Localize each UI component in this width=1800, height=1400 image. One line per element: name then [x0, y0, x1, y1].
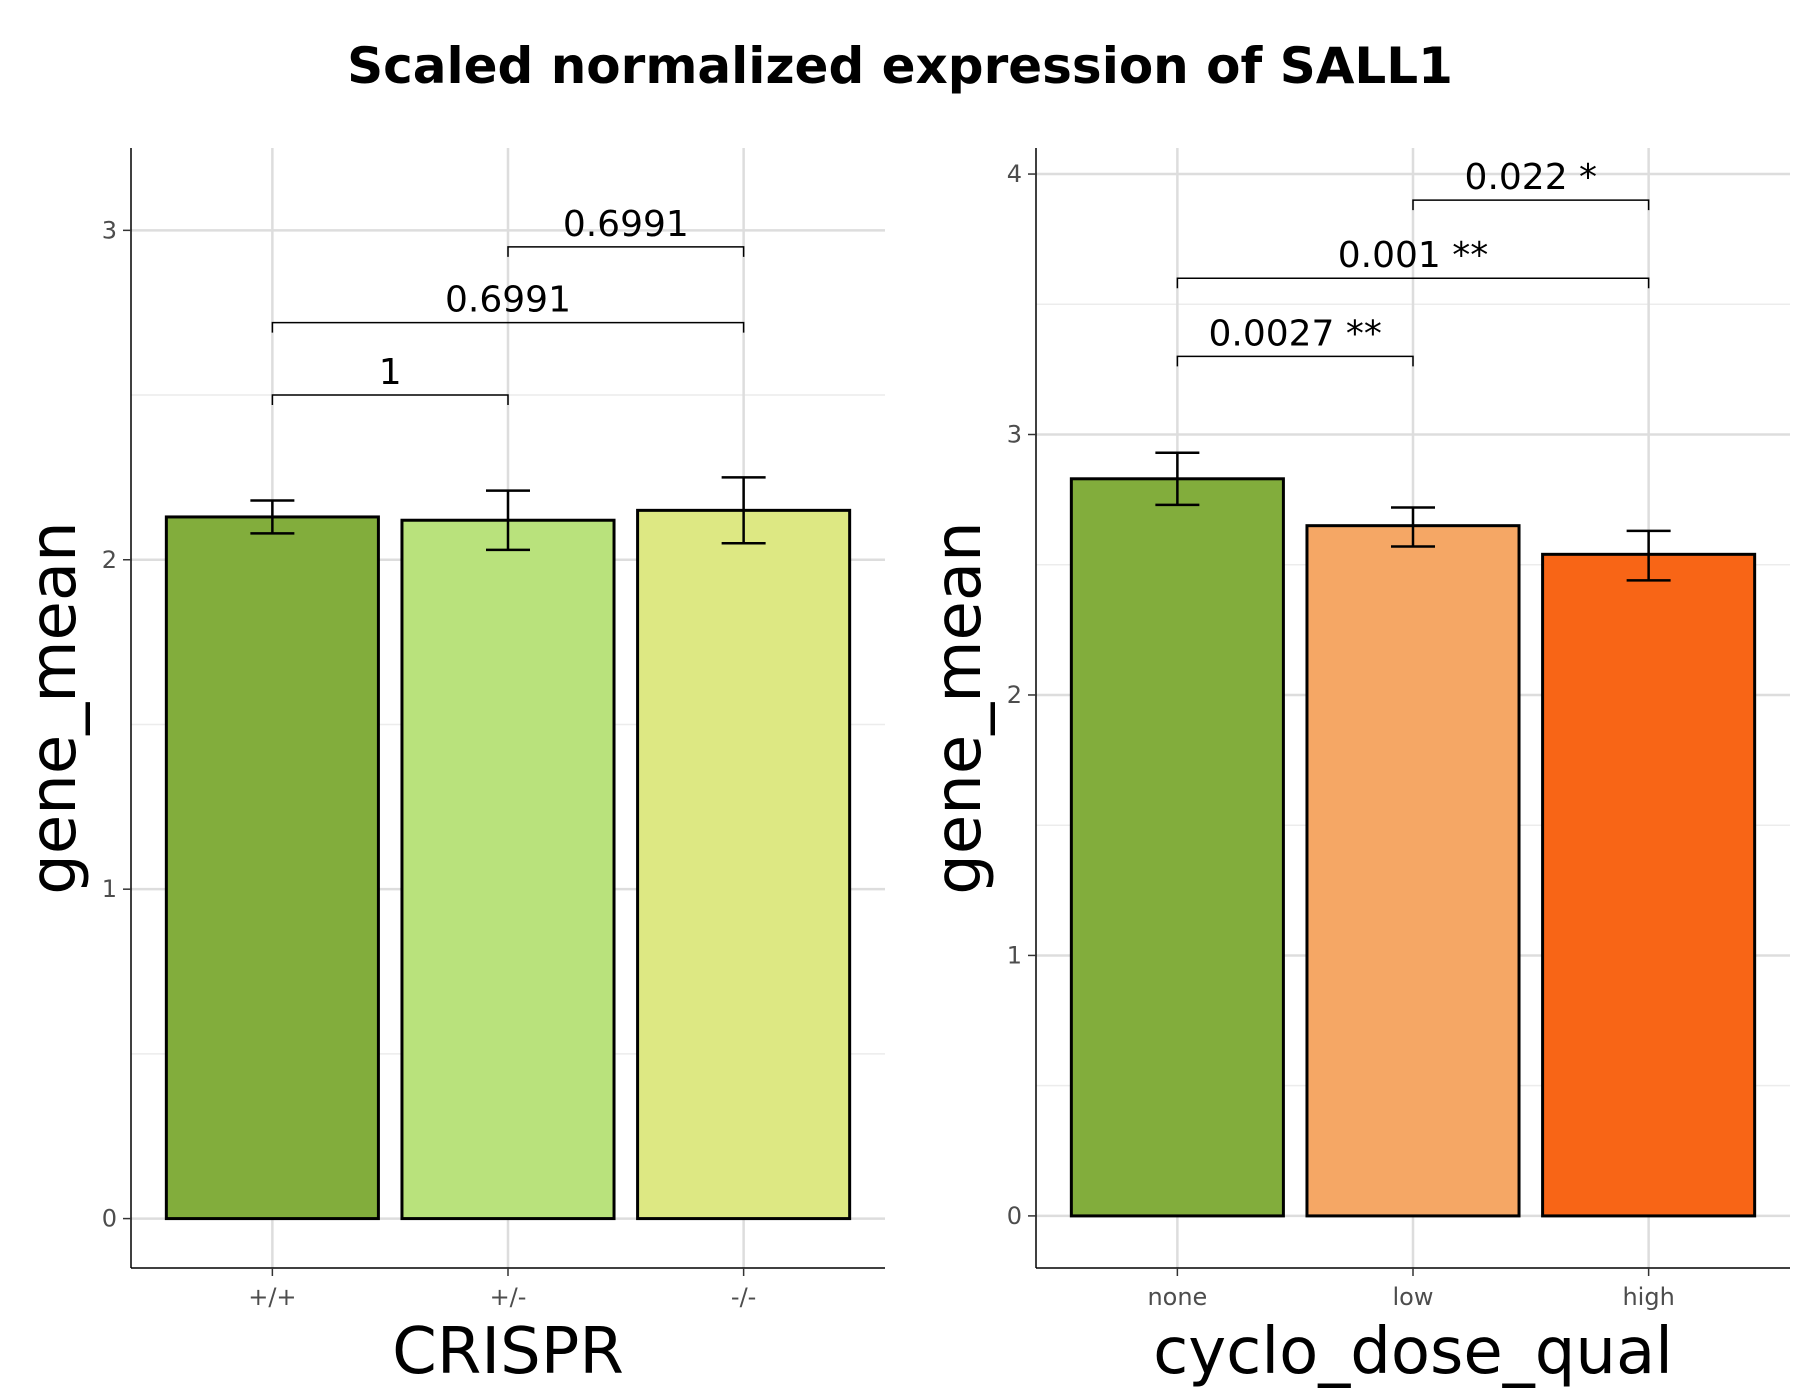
significance-bracket: 0.6991	[507, 204, 745, 257]
y-tick-label: 0	[102, 1205, 117, 1233]
significance-bracket: 1	[271, 352, 509, 406]
bar	[400, 518, 616, 1221]
y-tick-label: 4	[1007, 160, 1022, 188]
x-tick-label: +/-	[490, 1283, 527, 1311]
error-bar	[1155, 451, 1200, 507]
y-tick-label: 0	[1007, 1202, 1022, 1230]
x-tick-label: low	[1393, 1283, 1434, 1311]
y-axis-title: gene_mean	[17, 521, 91, 894]
y-tick-label: 2	[102, 546, 117, 574]
y-axis-title: gene_mean	[922, 521, 996, 894]
panel-cyclo-dose: 0 1 2 3 4 none low high 0.0027 ** 0.001 ** 0.022 *…	[922, 148, 1790, 1389]
significance-label: 1	[379, 352, 402, 393]
y-tick-label: 1	[1007, 941, 1022, 969]
significance-label: 0.6991	[563, 204, 689, 245]
y-tick-label: 2	[1007, 681, 1022, 709]
bar	[636, 508, 852, 1221]
x-tick-label: high	[1622, 1283, 1674, 1311]
significance-label: 0.0027 **	[1208, 313, 1381, 354]
significance-label: 0.001 **	[1338, 235, 1489, 276]
error-bar	[250, 499, 295, 535]
bracket-line	[1412, 199, 1650, 211]
bar	[1069, 477, 1285, 1218]
bar	[1305, 524, 1521, 1218]
bracket-line	[1176, 355, 1414, 367]
panel-crispr: 0 1 2 3 +/+ +/- -/- 1 0.6991 0.6991 CRISPR gene_mea…	[17, 148, 885, 1389]
error-bar	[1626, 529, 1671, 582]
significance-label: 0.6991	[445, 280, 571, 321]
x-tick-label: +/+	[248, 1283, 296, 1311]
significance-bracket: 0.001 **	[1176, 235, 1650, 289]
significance-label: 0.022 *	[1465, 157, 1598, 198]
x-axis-title: CRISPR	[392, 1315, 624, 1389]
y-tick-label: 3	[1007, 421, 1022, 449]
x-axis-title: cyclo_dose_qual	[1153, 1315, 1673, 1389]
y-tick-label: 3	[102, 216, 117, 244]
significance-bracket: 0.0027 **	[1176, 313, 1414, 367]
x-tick-label: -/-	[731, 1283, 756, 1311]
figure-title: Scaled normalized expression of SALL1	[347, 37, 1453, 95]
x-tick-label: none	[1147, 1283, 1207, 1311]
bar	[1541, 552, 1757, 1218]
bracket-line	[271, 321, 745, 333]
bar	[164, 515, 380, 1221]
error-bar	[721, 476, 766, 545]
error-bar	[486, 489, 530, 552]
bracket-line	[1176, 277, 1650, 289]
significance-bracket: 0.6991	[271, 280, 745, 333]
error-bar	[1391, 506, 1435, 548]
bracket-line	[271, 394, 509, 406]
significance-bracket: 0.022 *	[1412, 157, 1650, 211]
y-tick-label: 1	[102, 875, 117, 903]
bracket-line	[507, 246, 745, 257]
